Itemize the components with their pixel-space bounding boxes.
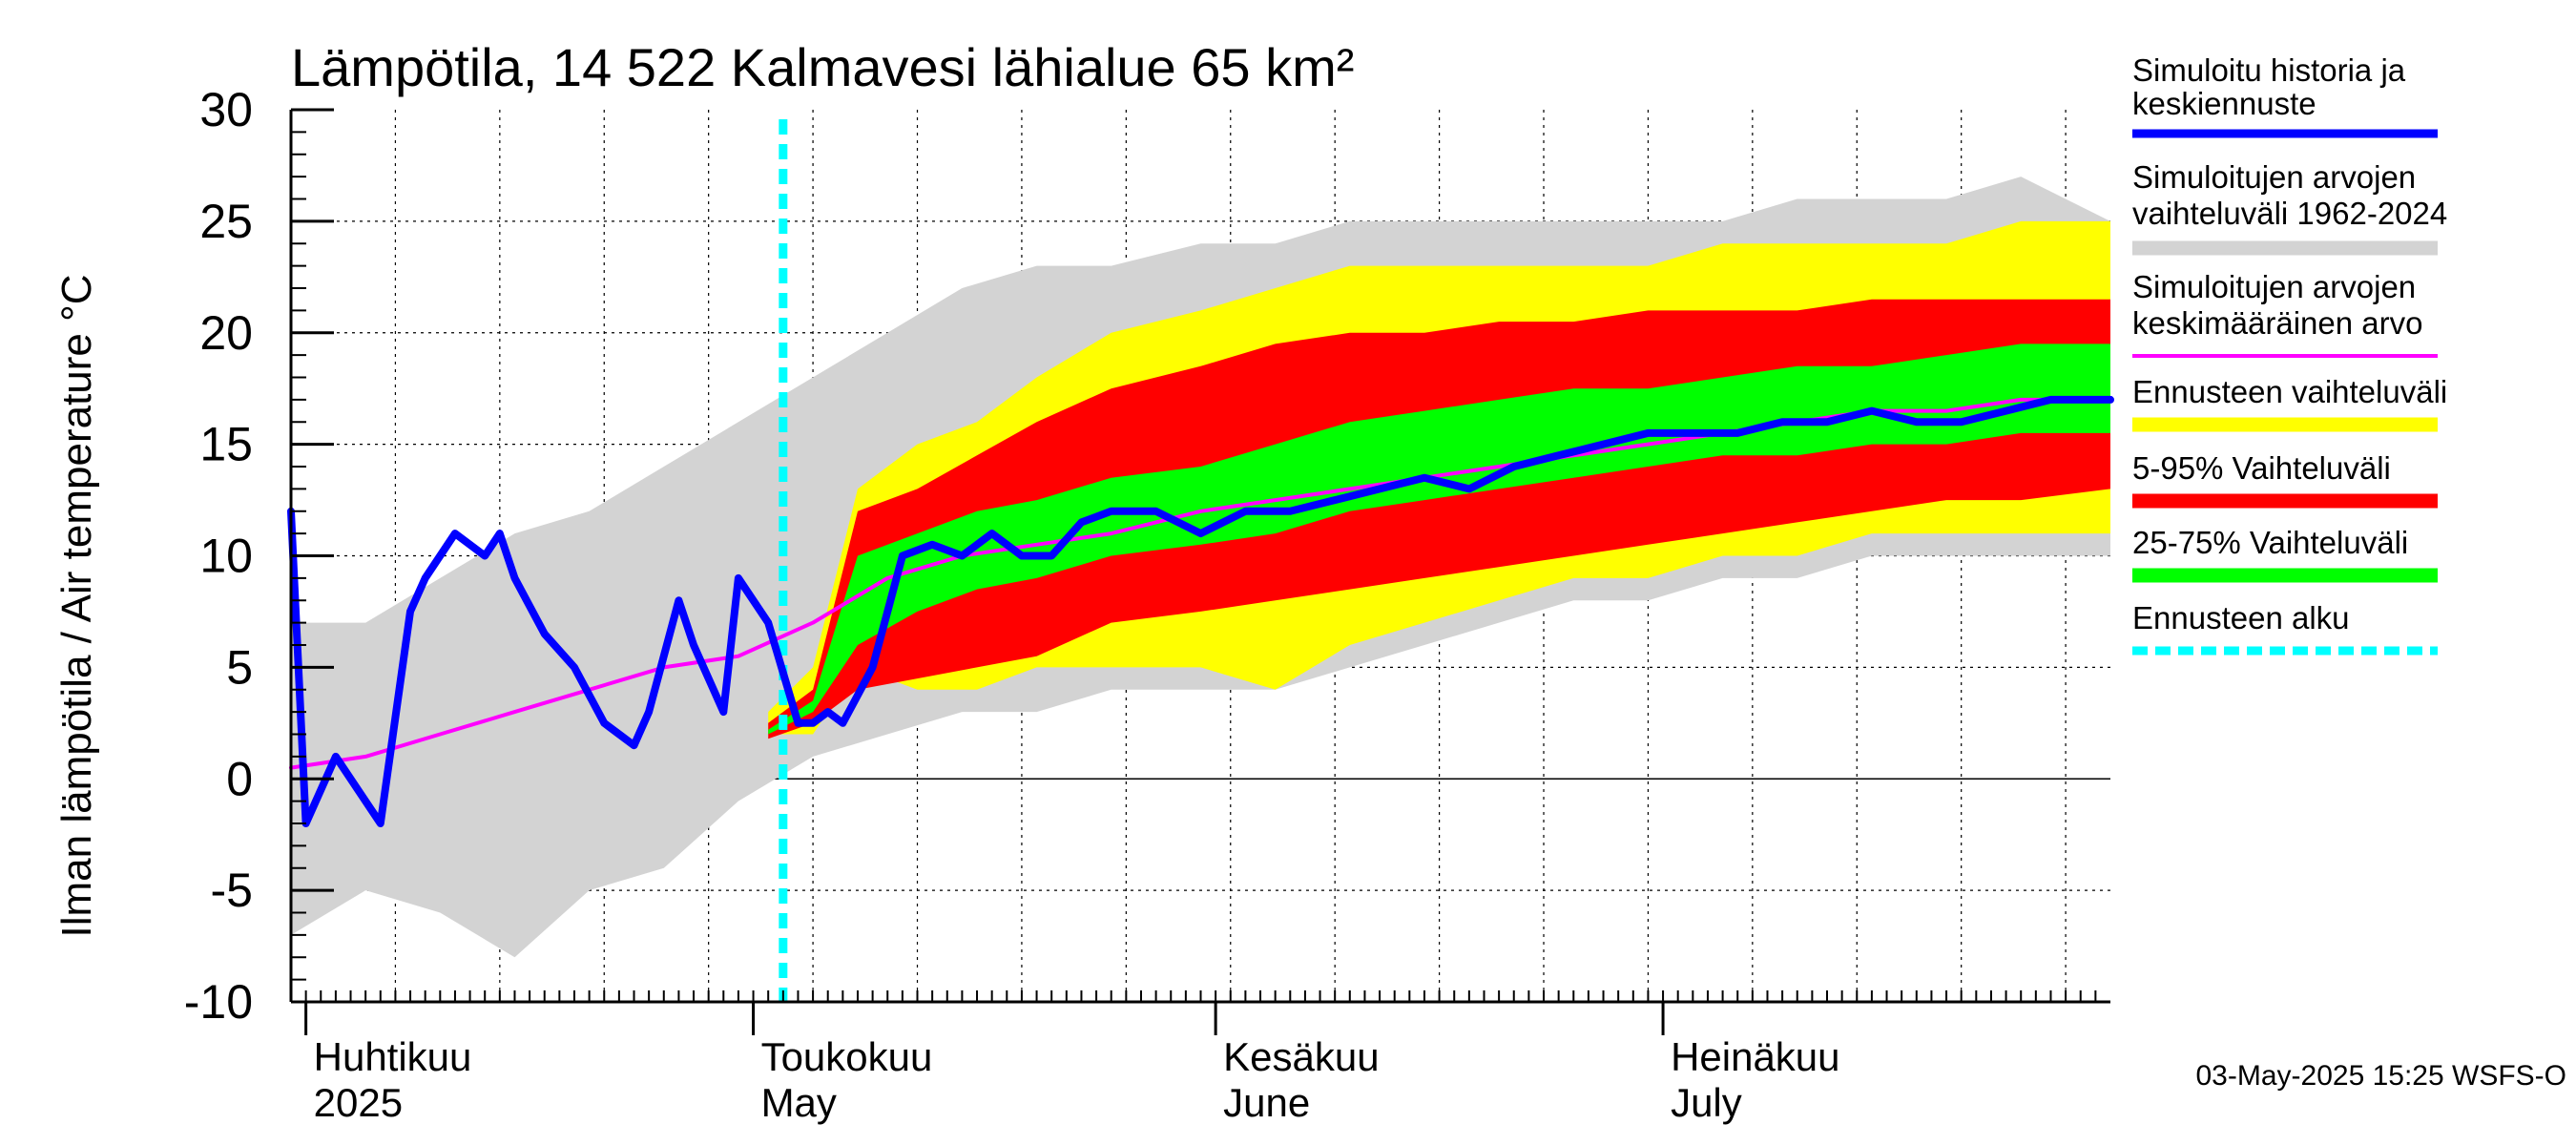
legend-label: 25-75% Vaihteluväli (2132, 525, 2408, 560)
legend-label-line2: vaihteluväli 1962-2024 (2132, 196, 2447, 231)
legend-label: Simuloitujen arvojen (2132, 159, 2416, 195)
y-tick-label: 10 (199, 530, 253, 583)
x-tick-label: Huhtikuu (314, 1034, 472, 1079)
x-tick-sublabel: June (1223, 1080, 1310, 1125)
legend-label: 5-95% Vaihteluväli (2132, 450, 2391, 486)
x-tick-label: Toukokuu (761, 1034, 933, 1079)
axes (289, 108, 2110, 1035)
y-tick-labels: 30 25 20 15 10 5 0 -5 -10 (184, 83, 253, 1029)
p25-75-band (768, 344, 2111, 735)
chart-title: Lämpötila, 14 522 Kalmavesi lähialue 65 … (291, 37, 1354, 97)
legend-label-line2: keskimääräinen arvo (2132, 305, 2422, 341)
x-tick-label: Kesäkuu (1223, 1034, 1379, 1079)
y-axis-label: Ilman lämpötila / Air temperature °C (53, 275, 100, 938)
y-tick-label: -10 (184, 975, 253, 1029)
x-tick-sublabel: July (1671, 1080, 1742, 1125)
legend-label: Simuloitu historia ja (2132, 52, 2406, 88)
y-tick-label: 5 (226, 640, 253, 694)
footer-timestamp: 03-May-2025 15:25 WSFS-O (2196, 1060, 2567, 1092)
legend-label: Simuloitujen arvojen (2132, 269, 2416, 304)
y-tick-label: 15 (199, 418, 253, 471)
legend-label: Ennusteen vaihteluväli (2132, 374, 2447, 409)
legend-label: Ennusteen alku (2132, 600, 2350, 635)
median-line (287, 395, 2114, 827)
x-tick-sublabel: 2025 (314, 1080, 403, 1125)
y-tick-label: 20 (199, 306, 253, 360)
y-tick-label: 0 (226, 752, 253, 805)
x-tick-sublabel: May (761, 1080, 837, 1125)
legend-label-line2: keskiennuste (2132, 86, 2316, 121)
y-tick-label: -5 (211, 864, 253, 917)
y-tick-label: 25 (199, 195, 253, 248)
series-line-layer (287, 119, 2114, 1002)
y-tick-label: 30 (199, 83, 253, 136)
x-tick-label: Heinäkuu (1671, 1034, 1839, 1079)
